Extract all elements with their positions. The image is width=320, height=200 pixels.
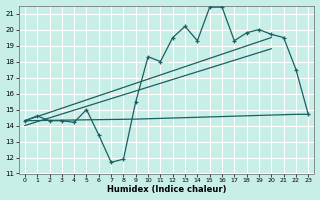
X-axis label: Humidex (Indice chaleur): Humidex (Indice chaleur) — [107, 185, 226, 194]
